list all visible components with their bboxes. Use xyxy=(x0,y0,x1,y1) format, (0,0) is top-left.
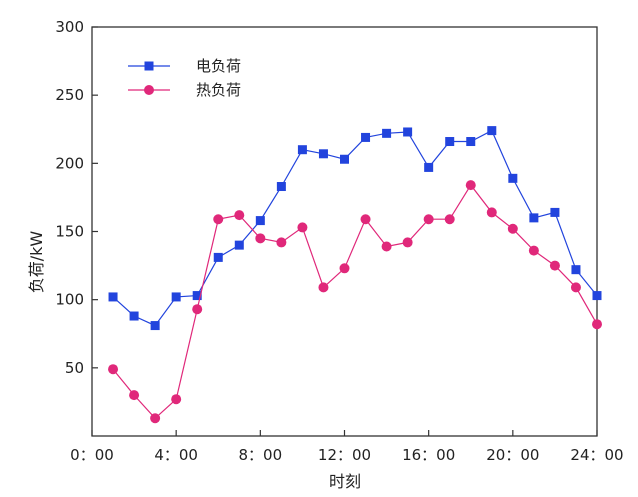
data-point xyxy=(465,180,476,191)
data-point xyxy=(213,214,224,225)
data-point xyxy=(486,207,497,218)
data-point xyxy=(297,145,307,155)
legend-item: 热负荷 xyxy=(128,81,241,99)
data-point xyxy=(403,127,413,137)
data-point xyxy=(108,292,118,302)
data-point xyxy=(150,321,160,331)
x-tick-label: 8：00 xyxy=(239,446,283,464)
x-axis-label: 时刻 xyxy=(329,472,361,491)
data-point xyxy=(255,216,265,226)
data-point xyxy=(423,214,434,225)
x-tick-label: 0：00 xyxy=(70,446,114,464)
series-line xyxy=(112,129,598,327)
data-point xyxy=(129,390,140,401)
data-point xyxy=(171,292,181,302)
data-point xyxy=(487,126,497,136)
data-point xyxy=(318,149,328,159)
x-tick-label: 24：00 xyxy=(570,446,623,464)
data-point xyxy=(255,233,266,244)
series-2 xyxy=(108,180,602,424)
data-point xyxy=(339,263,350,274)
plot-frame xyxy=(91,26,598,437)
data-point xyxy=(529,213,539,223)
data-point xyxy=(234,240,244,250)
legend-marker xyxy=(144,61,154,71)
data-point xyxy=(340,154,349,164)
data-point xyxy=(592,291,602,301)
x-axis: 0：00 4：00 8：00 12：00 16：00 20：00 24：00 xyxy=(70,430,624,464)
y-tick-label: 300 xyxy=(55,18,84,36)
data-point xyxy=(360,214,371,225)
y-tick-label: 200 xyxy=(55,154,84,172)
legend-label: 电负荷 xyxy=(196,57,241,75)
data-point xyxy=(382,128,392,138)
data-point xyxy=(445,137,455,147)
data-point xyxy=(570,282,581,293)
data-point xyxy=(192,291,202,301)
data-point xyxy=(402,237,413,248)
data-point xyxy=(549,260,560,271)
y-tick-label: 150 xyxy=(55,223,84,241)
data-point xyxy=(276,182,286,192)
data-point xyxy=(234,210,245,221)
data-point xyxy=(192,304,203,315)
data-point xyxy=(171,394,182,405)
x-tick-label: 4：00 xyxy=(154,446,198,464)
data-point xyxy=(108,364,119,375)
data-point xyxy=(318,282,329,293)
x-tick-label: 16：00 xyxy=(402,446,455,464)
data-point xyxy=(129,311,139,321)
y-tick-label: 100 xyxy=(55,291,84,309)
data-point xyxy=(571,265,581,275)
series-line xyxy=(112,184,598,420)
data-point xyxy=(550,207,560,217)
series-1 xyxy=(108,126,602,331)
y-tick-label: 250 xyxy=(55,86,84,104)
data-point xyxy=(213,252,223,262)
plot-border xyxy=(91,26,598,437)
data-point xyxy=(508,173,518,183)
legend-label: 热负荷 xyxy=(196,81,241,99)
data-point xyxy=(361,132,371,142)
data-point xyxy=(592,319,602,330)
data-point xyxy=(150,413,161,424)
data-point xyxy=(444,214,455,225)
y-axis-label: 负荷/kW xyxy=(27,231,46,294)
data-point xyxy=(507,223,518,234)
x-tick-label: 20：00 xyxy=(486,446,539,464)
data-point xyxy=(528,245,539,256)
data-point xyxy=(297,222,308,233)
data-point xyxy=(466,137,476,147)
x-tick-label: 12：00 xyxy=(318,446,371,464)
data-point xyxy=(424,162,434,172)
y-tick-label: 50 xyxy=(65,359,84,377)
y-axis: 50 100 150 200 250 300 xyxy=(55,18,98,377)
data-point xyxy=(381,241,392,252)
data-point xyxy=(276,237,287,248)
legend-marker xyxy=(144,85,154,95)
legend-item: 电负荷 xyxy=(128,57,241,75)
series-layer xyxy=(108,126,602,424)
